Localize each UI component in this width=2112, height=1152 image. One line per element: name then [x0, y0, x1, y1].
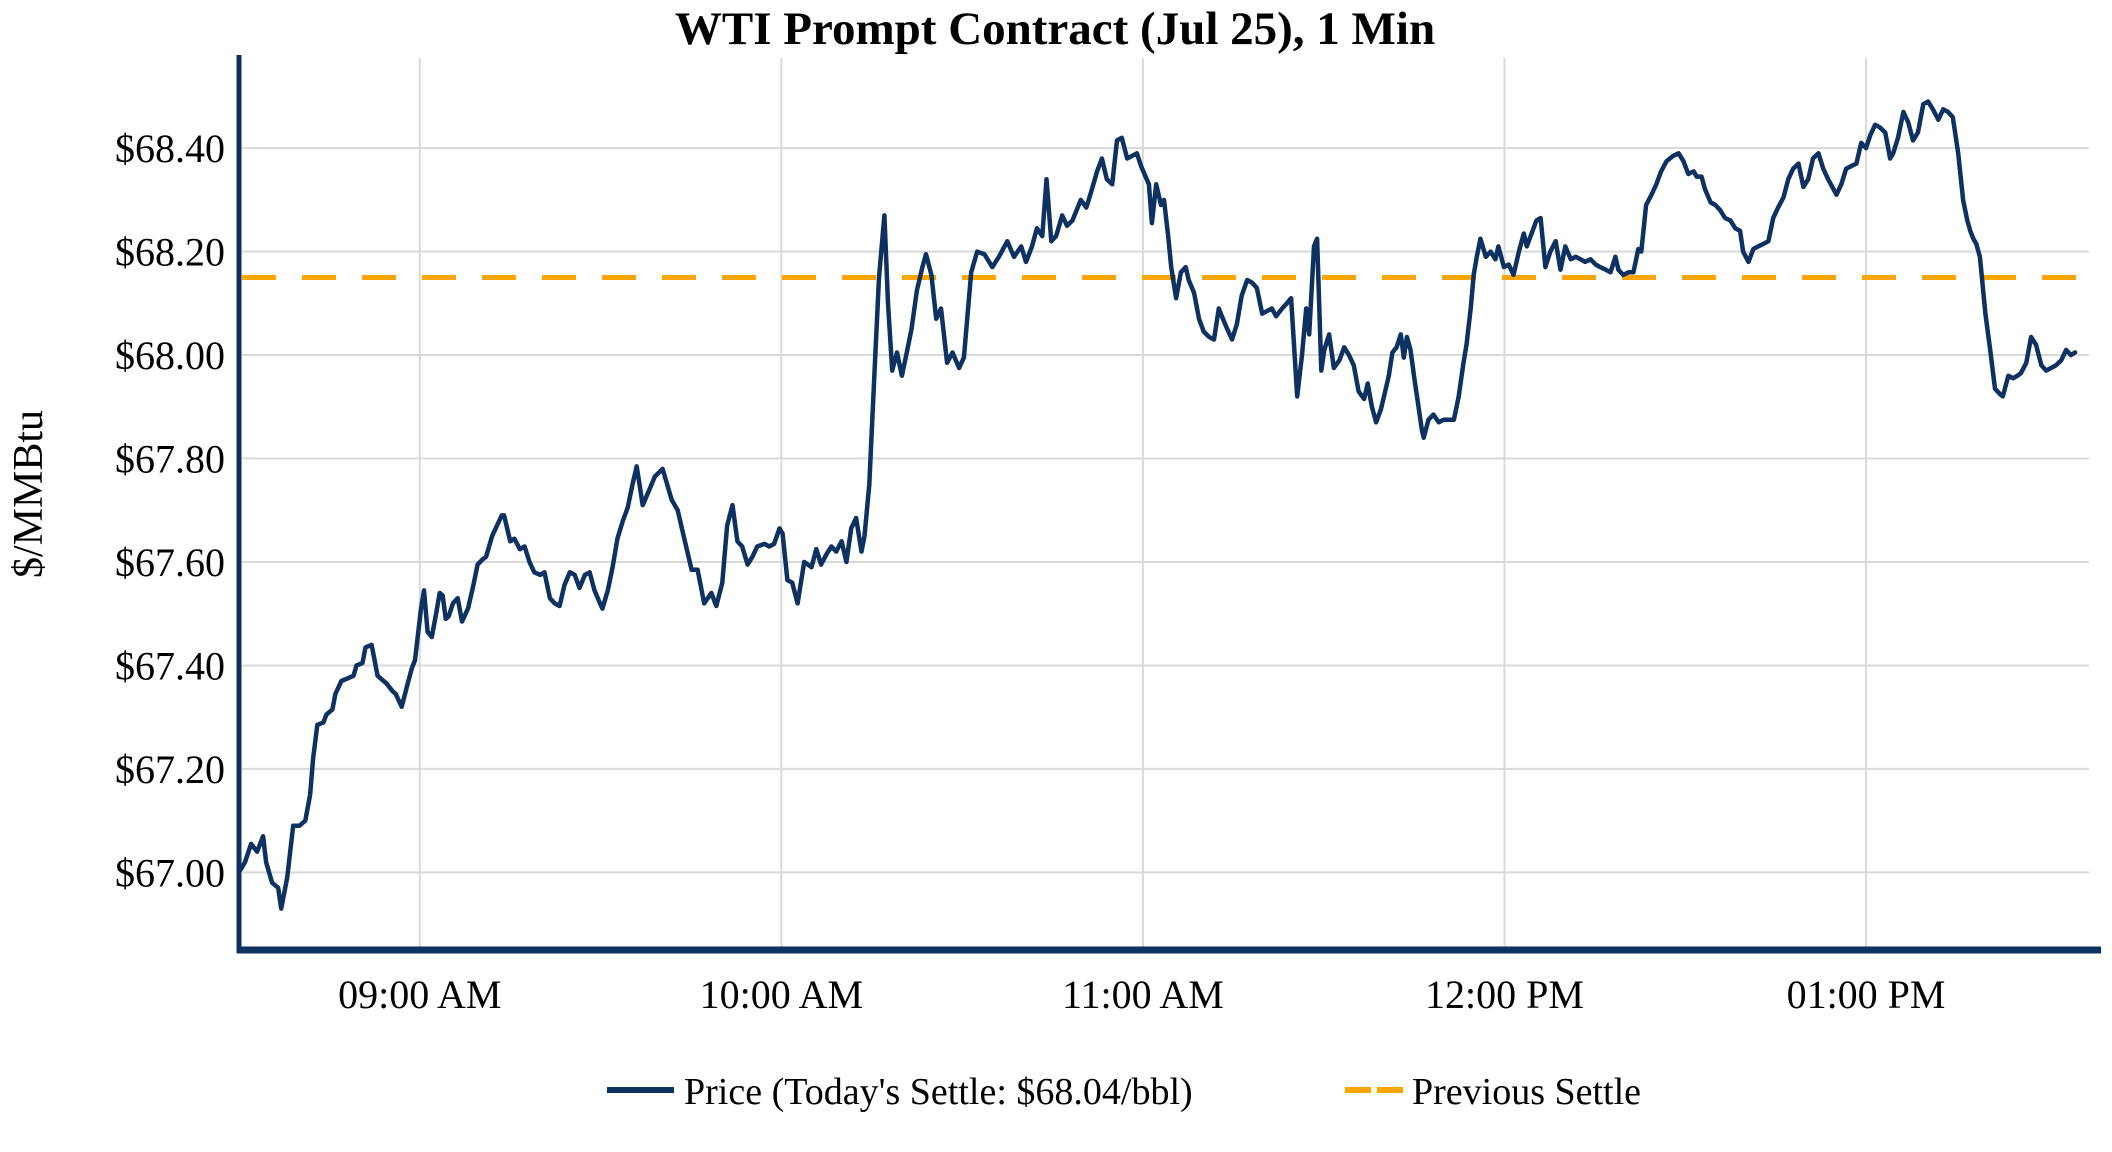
y-tick-label: $67.20: [115, 747, 225, 792]
legend: Price (Today's Settle: $68.04/bbl) Previo…: [607, 1071, 1641, 1113]
chart-title: WTI Prompt Contract (Jul 25), 1 Min: [675, 3, 1435, 55]
axes: [236, 55, 2101, 954]
y-tick-label: $68.40: [115, 126, 225, 171]
x-tick-label: 11:00 AM: [1062, 972, 1224, 1017]
legend-prev-settle-label: Previous Settle: [1412, 1071, 1641, 1113]
y-tick-label: $67.40: [115, 643, 225, 688]
price-line: [236, 99, 2078, 911]
x-tick-label: 12:00 PM: [1425, 972, 1584, 1017]
legend-price-label: Price (Today's Settle: $68.04/bbl): [684, 1071, 1193, 1113]
x-tick-label: 10:00 AM: [700, 972, 863, 1017]
y-axis-label: $/MMBtu: [6, 410, 52, 578]
x-tick-label: 09:00 AM: [338, 972, 501, 1017]
y-tick-label: $67.00: [115, 850, 225, 895]
y-tick-label: $67.60: [115, 540, 225, 585]
y-tick-label: $68.00: [115, 333, 225, 378]
gridlines: [242, 58, 2089, 947]
x-tick-label: 01:00 PM: [1787, 972, 1946, 1017]
tick-labels: $67.00 $67.20 $67.40 $67.60 $67.80 $68.00 $68.…: [115, 126, 1946, 1017]
series: [236, 99, 2089, 911]
y-tick-label: $68.20: [115, 230, 225, 275]
y-tick-label: $67.80: [115, 437, 225, 482]
